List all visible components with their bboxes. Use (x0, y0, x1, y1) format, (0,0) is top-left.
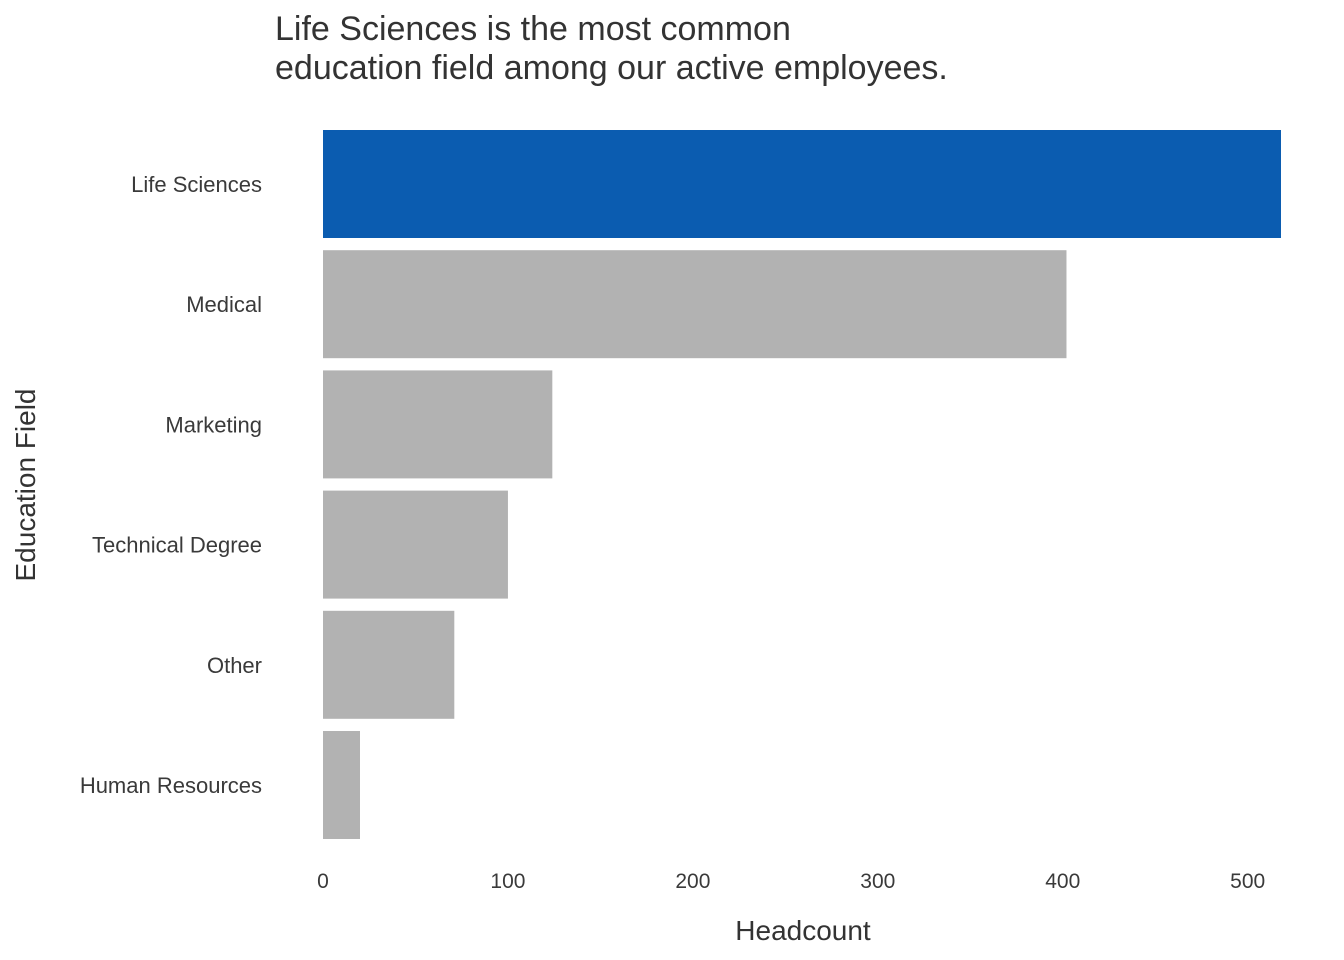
category-label-other: Other (207, 653, 262, 678)
category-label-human-resources: Human Resources (80, 773, 262, 798)
category-label-medical: Medical (186, 292, 262, 317)
category-label-marketing: Marketing (165, 412, 262, 437)
x-tick-300: 300 (860, 870, 895, 893)
bar-other (323, 610, 455, 719)
bar-medical (323, 250, 1067, 359)
y-axis-title: Education Field (10, 388, 41, 581)
chart-title-line-2: education field among our active employe… (275, 49, 948, 87)
x-axis-title: Headcount (735, 915, 871, 946)
x-tick-200: 200 (675, 870, 710, 893)
x-tick-labels: 0 100 200 300 400 500 (317, 870, 1265, 893)
chart-title-line-1: Life Sciences is the most common (275, 10, 791, 48)
category-label-technical-degree: Technical Degree (92, 533, 262, 558)
x-tick-0: 0 (317, 870, 329, 893)
chart-title: Life Sciences is the most common educati… (275, 10, 948, 87)
x-tick-400: 400 (1045, 870, 1080, 893)
bar-technical-degree (323, 490, 508, 599)
category-labels: Life Sciences Medical Marketing Technical D… (80, 172, 262, 798)
x-tick-100: 100 (490, 870, 525, 893)
x-tick-500: 500 (1230, 870, 1265, 893)
bar-marketing (323, 370, 553, 479)
bar-human-resources (323, 731, 360, 839)
bars-group (323, 130, 1281, 839)
category-label-life-sciences: Life Sciences (131, 172, 262, 197)
bar-life-sciences (323, 130, 1281, 238)
